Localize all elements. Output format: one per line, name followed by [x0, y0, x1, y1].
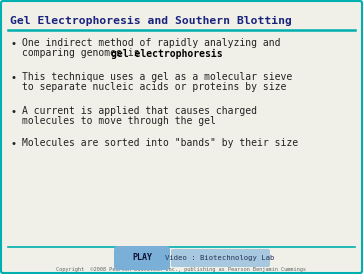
Text: to separate nucleic acids or proteins by size: to separate nucleic acids or proteins by…	[22, 82, 286, 93]
Text: One indirect method of rapidly analyzing and: One indirect method of rapidly analyzing…	[22, 38, 281, 48]
Text: gel electrophoresis: gel electrophoresis	[111, 48, 222, 59]
Text: •: •	[11, 139, 17, 149]
Text: This technique uses a gel as a molecular sieve: This technique uses a gel as a molecular…	[22, 72, 292, 82]
Text: A current is applied that causes charged: A current is applied that causes charged	[22, 106, 257, 116]
Text: comparing genomes is: comparing genomes is	[22, 48, 145, 59]
Text: molecules to move through the gel: molecules to move through the gel	[22, 116, 216, 127]
Text: Gel Electrophoresis and Southern Blotting: Gel Electrophoresis and Southern Blottin…	[10, 16, 292, 26]
FancyBboxPatch shape	[114, 246, 170, 270]
Text: Copyright  ©2008 Pearson Education Inc., publishing as Pearson Benjamin Cummings: Copyright ©2008 Pearson Education Inc., …	[56, 267, 306, 272]
FancyBboxPatch shape	[171, 249, 270, 267]
Text: Video : Biotechnology Lab: Video : Biotechnology Lab	[165, 255, 275, 261]
Text: •: •	[11, 107, 17, 117]
Text: Molecules are sorted into "bands" by their size: Molecules are sorted into "bands" by the…	[22, 138, 298, 148]
Text: •: •	[11, 73, 17, 83]
Text: PLAY: PLAY	[132, 253, 152, 262]
Text: •: •	[11, 39, 17, 49]
